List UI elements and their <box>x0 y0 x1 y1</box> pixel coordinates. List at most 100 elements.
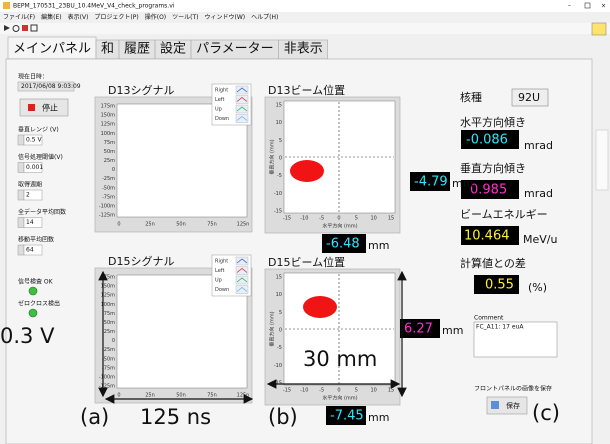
diff-unit: (%) <box>528 281 547 294</box>
beam-vertical: -4.79 <box>414 175 448 190</box>
y-tick-label: 125m <box>101 293 116 299</box>
menu-item[interactable]: 表示(V) <box>68 13 89 21</box>
control-value: 2 <box>26 192 30 199</box>
stop-label: 停止 <box>42 103 58 113</box>
menu-item[interactable]: ヘルプ(H) <box>251 14 278 21</box>
y-tick-label: 75m <box>104 140 115 146</box>
beam-title: D13ビーム位置 <box>268 83 345 97</box>
unit-label: mm <box>368 411 389 424</box>
unit-label: mm <box>442 324 463 337</box>
y-tick-label: -75m <box>102 194 115 200</box>
run-button[interactable] <box>4 25 10 31</box>
minimize[interactable]: – <box>568 3 571 10</box>
h-tilt-box <box>461 130 519 149</box>
control-label: 垂直レンジ (V) <box>18 126 59 134</box>
x-tick-label: 75n <box>207 393 217 399</box>
legend-label: Right <box>215 259 228 265</box>
x-tick-label: 0 <box>117 393 120 399</box>
tab-label: 非表示 <box>284 42 323 57</box>
close[interactable]: × <box>601 3 606 10</box>
control-box[interactable] <box>23 217 43 228</box>
app-icon <box>3 2 10 9</box>
y-tick-label: -15 <box>274 209 282 215</box>
y-tick-label: 175m <box>101 104 116 110</box>
energy-unit: MeV/u <box>523 233 557 246</box>
maximize[interactable] <box>584 2 591 9</box>
help-icon[interactable] <box>591 22 607 36</box>
x-tick-label: -5 <box>319 388 324 394</box>
control-label: 全データ平均回数 <box>18 208 66 216</box>
legend-label: Up <box>215 278 222 284</box>
legend-label: Down <box>215 116 229 122</box>
value-box <box>326 406 366 425</box>
status-label: 信号検査 OK <box>18 278 54 286</box>
diff-box <box>474 275 519 294</box>
menu-item[interactable]: 操作(O) <box>145 13 166 21</box>
y-tick-label: 0 <box>279 156 282 162</box>
y-tick-label: -100m <box>99 374 115 380</box>
tab-label: 履歴 <box>124 42 150 57</box>
menu-item[interactable]: プロジェクト(P) <box>94 14 138 21</box>
stop-button[interactable] <box>19 98 69 117</box>
x-tick-label: -5 <box>319 216 324 222</box>
control-label: 取得週期 <box>18 181 42 189</box>
comment-box[interactable] <box>473 321 558 358</box>
y-tick-label: 5 <box>279 310 282 316</box>
nuclide: 92U <box>518 91 540 104</box>
control-spinner[interactable] <box>17 189 25 201</box>
y-tick-label: -5 <box>277 173 282 179</box>
x-tick-label: 75n <box>207 222 217 228</box>
control-spinner[interactable] <box>17 244 25 256</box>
x-tick-label: 0 <box>337 388 340 394</box>
y-tick-label: 15 <box>276 103 282 109</box>
save-icon <box>491 401 499 409</box>
abort-button[interactable] <box>22 25 28 31</box>
x-tick-label: 25n <box>145 222 155 228</box>
y-tick-label: 25m <box>104 329 115 335</box>
control-spinner[interactable] <box>17 217 25 228</box>
run-continuous-button[interactable] <box>12 25 20 32</box>
x-tick-label: 5 <box>355 388 358 394</box>
nuclide-box <box>511 88 549 107</box>
label-a: (a) <box>80 405 109 429</box>
menu-item[interactable]: ファイル(F) <box>3 14 35 21</box>
x-tick-label: -15 <box>283 216 291 222</box>
control-spinner[interactable] <box>17 162 25 173</box>
menu-item[interactable]: ウィンドウ(W) <box>205 13 246 21</box>
y-tick-label: 50m <box>104 149 115 155</box>
x-tick-label: 0 <box>337 216 340 222</box>
toolbar <box>0 23 610 34</box>
y-tick-label: 0 <box>279 328 282 334</box>
unit-label: mm <box>452 177 473 190</box>
legend-swatch <box>235 95 249 104</box>
x-axis-label: 水平方向 (mm) <box>322 223 357 230</box>
legend-swatch <box>235 114 249 123</box>
control-label: 移動平均回数 <box>18 236 54 244</box>
x-tick-label: 25n <box>145 393 155 399</box>
tab-label: パラメーター <box>196 42 274 57</box>
diff-label: 計算値との差 <box>460 256 526 270</box>
pause-button[interactable] <box>30 24 38 32</box>
y-tick-label: 50m <box>104 320 115 326</box>
control-box[interactable] <box>23 189 43 201</box>
energy-label: ビームエネルギー <box>460 208 548 221</box>
signal-title: D15シグナル <box>108 254 174 268</box>
stop-icon <box>28 104 35 111</box>
menu-item[interactable]: ツール(T) <box>172 14 198 21</box>
control-value: 0.5 V <box>26 137 42 144</box>
legend-line <box>236 277 248 283</box>
y-axis-label: 垂直方向 (mm) <box>269 139 276 174</box>
legend-label: Left <box>215 268 224 274</box>
control-spinner[interactable] <box>17 134 25 146</box>
y-tick-label: -75m <box>102 365 115 371</box>
x-tick-label: 15 <box>388 216 394 222</box>
value-box <box>410 172 450 191</box>
menu-item[interactable]: 編集(E) <box>41 13 61 21</box>
control-value: 64 <box>26 247 34 254</box>
control-box[interactable] <box>23 162 43 173</box>
control-box[interactable] <box>23 134 43 146</box>
control-box[interactable] <box>23 244 43 256</box>
h-tilt-unit: mrad <box>524 139 553 152</box>
side-palette[interactable] <box>595 129 609 191</box>
